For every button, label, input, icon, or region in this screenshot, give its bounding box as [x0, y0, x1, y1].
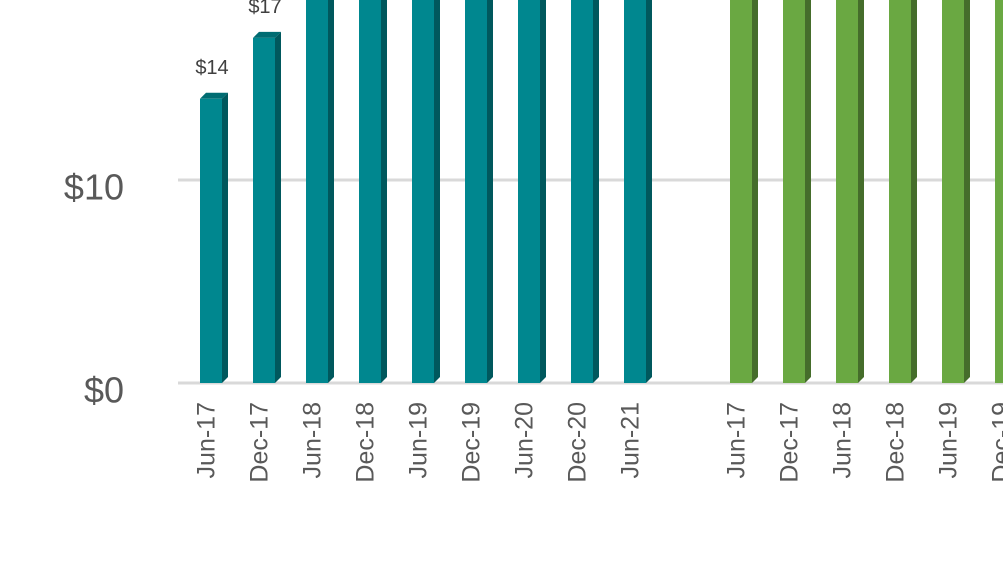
value-label: $17: [248, 0, 281, 18]
bar-side: [434, 0, 440, 383]
bar: [783, 0, 811, 383]
bar: [306, 0, 334, 383]
x-tick-label: Jun-19: [935, 402, 963, 478]
bar-side: [487, 0, 493, 383]
bar-side: [805, 0, 811, 383]
bar-top: [200, 92, 228, 99]
bar-side: [911, 0, 917, 383]
x-tick-label: Dec-20: [564, 402, 592, 483]
bar-side: [646, 0, 652, 383]
x-tick-label: Dec-17: [776, 402, 804, 483]
bar-top: [253, 31, 281, 38]
bar: [730, 0, 758, 384]
bar-front: [836, 0, 858, 384]
y-tick-label: $0: [84, 370, 124, 411]
bar: [253, 31, 281, 384]
x-tick-label: Dec-17: [246, 402, 274, 483]
bar-side: [540, 0, 546, 383]
bar-side: [752, 0, 758, 383]
bar-front: [942, 0, 964, 383]
bar: [571, 0, 599, 383]
bar-side: [275, 31, 281, 384]
y-tick-label: $10: [64, 167, 124, 208]
bar: [518, 0, 546, 383]
x-tick-label: Jun-20: [511, 402, 539, 478]
x-tick-label: Jun-19: [405, 402, 433, 478]
bar: [836, 0, 864, 384]
bar: [889, 0, 917, 383]
bar-front: [995, 0, 1003, 383]
x-tick-label: Dec-18: [882, 402, 910, 483]
x-tick-label: Jun-18: [299, 402, 327, 478]
x-tick-label: Dec-18: [352, 402, 380, 483]
x-tick-label: Dec-19: [988, 402, 1003, 483]
x-tick-label: Jun-18: [829, 402, 857, 478]
bar-front: [465, 0, 487, 384]
bar-front: [518, 0, 540, 383]
x-tick-label: Dec-19: [458, 402, 486, 483]
bar-side: [381, 0, 387, 383]
bar-front: [730, 0, 752, 384]
bar-front: [412, 0, 434, 383]
bar: [942, 0, 970, 383]
bar-side: [858, 0, 864, 383]
bar-front: [253, 37, 275, 384]
y-tick-label: $20: [64, 0, 124, 5]
bar: [412, 0, 440, 383]
bar-front: [624, 0, 646, 383]
bar-side: [328, 0, 334, 383]
bar-front: [783, 0, 805, 383]
bar-front: [571, 0, 593, 383]
bar: [465, 0, 493, 384]
bar-side: [222, 92, 228, 384]
bar-side: [964, 0, 970, 383]
bar-front: [889, 0, 911, 383]
x-tick-label: Jun-17: [193, 402, 221, 478]
bar-front: [359, 0, 381, 384]
bar: [359, 0, 387, 384]
x-tick-label: Jun-21: [617, 402, 645, 478]
bar-front: [200, 98, 222, 384]
value-label: $14: [195, 57, 228, 79]
x-tick-label: Jun-17: [723, 402, 751, 478]
bar: [200, 92, 228, 384]
bar: [624, 0, 652, 383]
bar-side: [593, 0, 599, 383]
bar: [995, 0, 1003, 383]
bar-front: [306, 0, 328, 383]
